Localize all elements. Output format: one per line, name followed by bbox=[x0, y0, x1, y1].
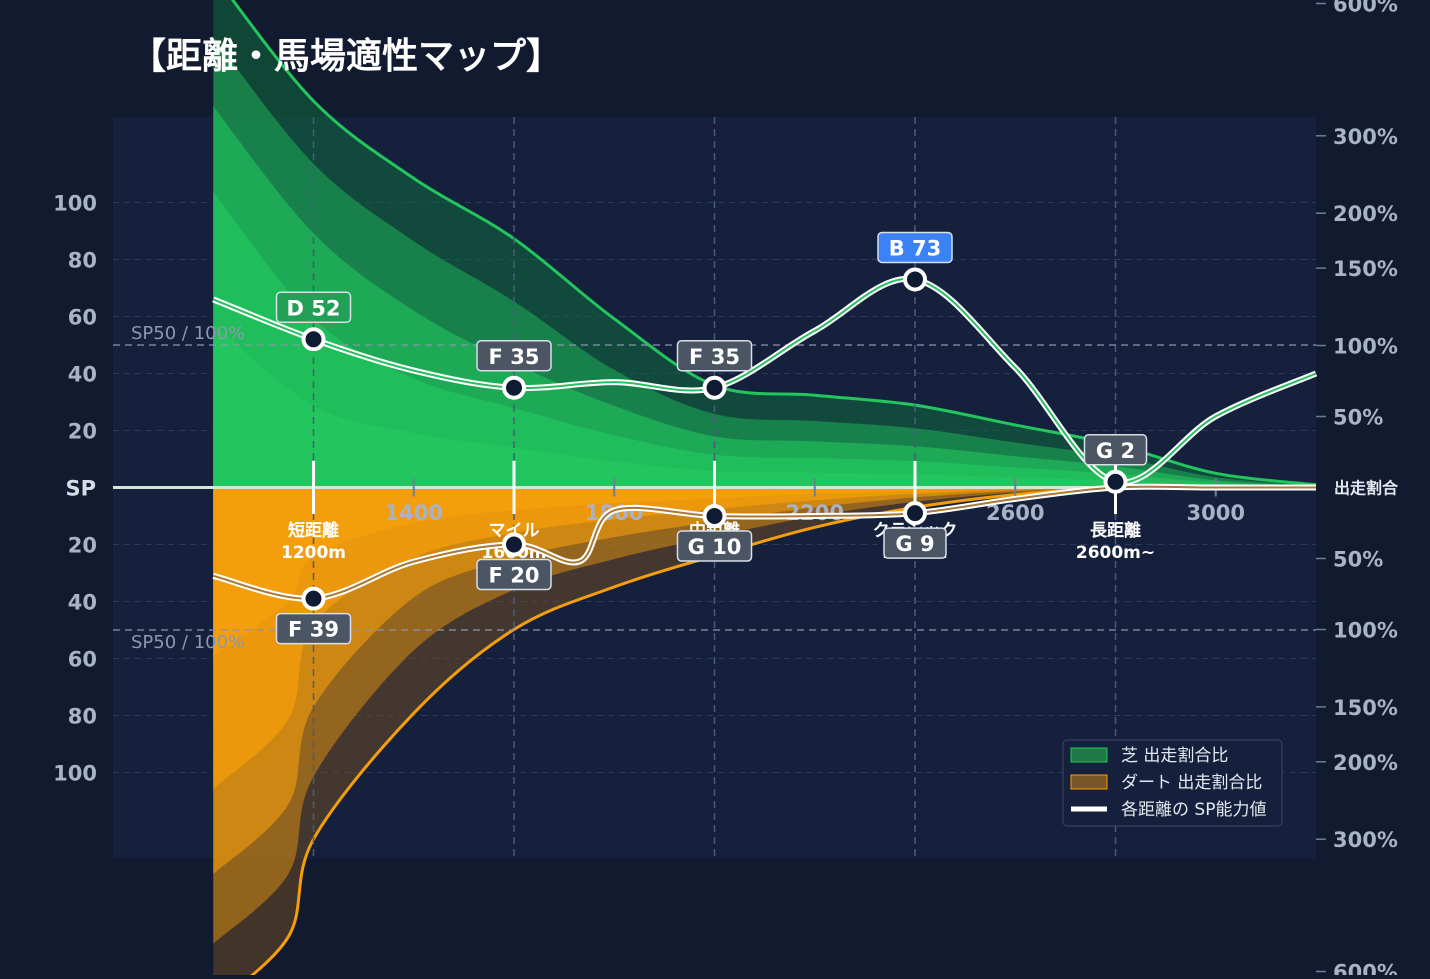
y-right-tick-bottom: 200% bbox=[1333, 751, 1398, 775]
legend-label-turf: 芝 出走割合比 bbox=[1121, 746, 1228, 766]
reference-label-top: SP50 / 100% bbox=[131, 323, 245, 344]
category-distance: 1200m bbox=[281, 543, 346, 563]
y-right-tick-bottom: 100% bbox=[1333, 619, 1398, 643]
category-name: 長距離 bbox=[1090, 520, 1141, 541]
y-right-tick-top: 50% bbox=[1333, 406, 1383, 430]
y-right-tick-top: 300% bbox=[1333, 125, 1398, 149]
category-distance: 2600m~ bbox=[1076, 543, 1155, 563]
x-tick-label: 1400 bbox=[385, 501, 443, 525]
sp-rank-label-turf-box bbox=[877, 231, 953, 264]
y-right-tick-bottom: 600% bbox=[1333, 961, 1398, 976]
legend-box bbox=[1062, 739, 1283, 827]
sp-rank-label-turf-box bbox=[476, 340, 552, 372]
y-right-tick-top: 600% bbox=[1333, 0, 1398, 17]
y-left-tick-bottom: 20 bbox=[68, 534, 97, 558]
sp-point-dirt bbox=[903, 501, 927, 526]
legend-label-sp: 各距離の SP能力値 bbox=[1121, 800, 1266, 820]
y-right-tick-top: 150% bbox=[1333, 257, 1398, 281]
sp-point-dirt bbox=[301, 586, 326, 611]
y-left-tick-bottom: 80 bbox=[68, 705, 97, 729]
category-name: 短距離 bbox=[288, 520, 339, 541]
category-name: マイル bbox=[489, 521, 540, 541]
y-left-tick-top: 60 bbox=[68, 306, 97, 330]
y-left-tick-bottom: 100 bbox=[53, 762, 97, 786]
sp-rank-label-dirt: G 10 bbox=[688, 535, 742, 559]
y-left-tick-top: 80 bbox=[68, 249, 97, 273]
sp-rank-label-turf-box bbox=[1083, 434, 1148, 466]
sp-point-turf bbox=[903, 267, 927, 292]
y-left-tick-top: 100 bbox=[53, 192, 97, 216]
legend-swatch-dirt bbox=[1070, 774, 1108, 790]
sp-point-dirt bbox=[502, 532, 526, 557]
y-left-center-label: SP bbox=[65, 477, 96, 501]
sp-rank-label-dirt: G 9 bbox=[895, 532, 934, 556]
sp-rank-label-dirt-box bbox=[275, 612, 352, 645]
turf-band bbox=[213, 323, 1316, 488]
legend-label-dirt: ダート 出走割合比 bbox=[1121, 773, 1262, 793]
turf-band bbox=[213, 106, 1316, 488]
sp-rank-label-turf-box bbox=[676, 340, 753, 372]
sp-rank-label-dirt: F 20 bbox=[489, 564, 540, 588]
sp-rank-label-dirt-box bbox=[883, 527, 947, 559]
sp-point-turf bbox=[301, 327, 326, 352]
x-tick-label: 3000 bbox=[1187, 501, 1245, 525]
dirt-band bbox=[213, 487, 1316, 657]
y-right-tick-bottom: 300% bbox=[1333, 828, 1398, 852]
y-right-center-label: 出走割合 bbox=[1334, 479, 1399, 498]
sp-rank-label-turf: G 2 bbox=[1096, 439, 1135, 463]
y-left-tick-top: 40 bbox=[68, 363, 97, 387]
sp-rank-label-turf: F 35 bbox=[689, 345, 740, 369]
sp-rank-label-dirt-box bbox=[476, 558, 552, 591]
sp-rank-label-turf: D 52 bbox=[287, 296, 341, 320]
dirt-band bbox=[213, 487, 1316, 944]
sp-rank-label-turf: B 73 bbox=[889, 236, 942, 260]
y-right-tick-top: 100% bbox=[1333, 335, 1398, 359]
sp-point-turf bbox=[502, 375, 526, 400]
chart-title: 【距離・馬場適性マップ】 bbox=[130, 36, 562, 77]
y-right-tick-top: 200% bbox=[1333, 202, 1398, 226]
sp-rank-label-turf-box bbox=[275, 291, 352, 324]
sp-point-turf bbox=[702, 375, 727, 400]
y-left-tick-top: 20 bbox=[68, 420, 97, 444]
x-tick-label: 2600 bbox=[986, 501, 1044, 525]
sp-rank-label-dirt: F 39 bbox=[288, 618, 339, 642]
y-right-tick-bottom: 50% bbox=[1333, 548, 1383, 572]
category-lines bbox=[312, 117, 1117, 858]
sp-rank-label-turf: F 35 bbox=[489, 345, 540, 369]
dirt-band bbox=[213, 486, 1316, 979]
sp-point-turf bbox=[1103, 469, 1128, 494]
turf-band bbox=[213, 191, 1316, 488]
sp-rank-label-dirt-box bbox=[676, 530, 753, 562]
sp-point-dirt bbox=[702, 504, 727, 528]
legend-swatch-turf bbox=[1070, 747, 1108, 763]
y-left-tick-bottom: 40 bbox=[68, 591, 97, 615]
y-left-tick-bottom: 60 bbox=[68, 648, 97, 672]
reference-label-bottom: SP50 / 100% bbox=[131, 632, 245, 653]
y-right-tick-bottom: 150% bbox=[1333, 696, 1398, 720]
